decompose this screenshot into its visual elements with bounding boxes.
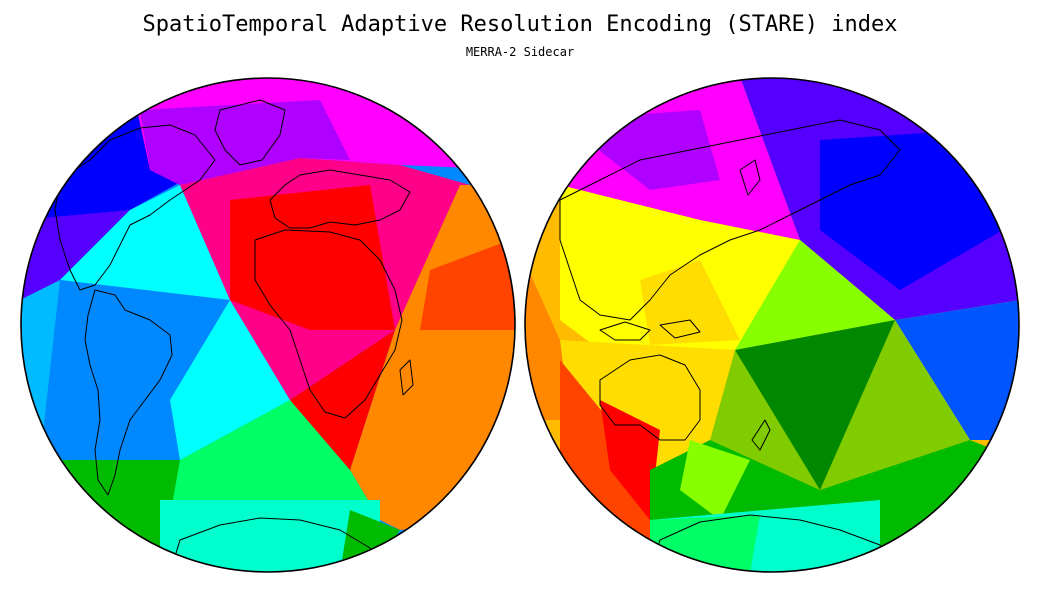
western-hemisphere xyxy=(20,77,516,573)
region-fill xyxy=(895,300,1019,440)
region-fill xyxy=(290,330,395,520)
coastlines xyxy=(559,119,901,572)
region-fill xyxy=(170,300,290,460)
region-fill xyxy=(600,400,660,520)
region-fill xyxy=(680,440,750,520)
map-title: SpatioTemporal Adaptive Resolution Encod… xyxy=(142,12,898,37)
region-fill xyxy=(230,185,395,330)
eastern-hemisphere xyxy=(524,77,1020,573)
map-subtitle: MERRA-2 Sidecar xyxy=(465,45,575,59)
region-fill xyxy=(160,500,380,572)
hemisphere-outline xyxy=(20,77,516,573)
region-fill xyxy=(140,100,350,185)
hemisphere-outline xyxy=(524,77,1020,573)
region-fill xyxy=(21,210,130,300)
region-fill xyxy=(525,260,570,420)
region-fill xyxy=(420,240,515,330)
region-fill xyxy=(735,320,895,490)
region-fill xyxy=(60,185,230,300)
region-fill xyxy=(650,515,760,572)
region-fill xyxy=(735,240,895,350)
coastlines xyxy=(54,99,414,572)
